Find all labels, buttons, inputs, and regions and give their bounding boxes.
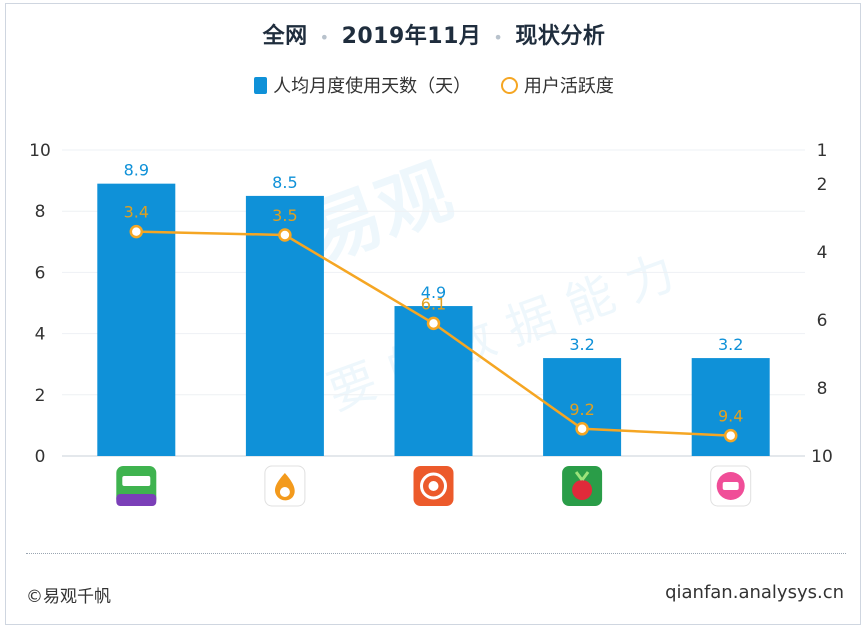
chart-title: 全网 • 2019年11月 • 现状分析: [0, 18, 868, 50]
title-part-1: 全网: [262, 24, 308, 49]
bar: [543, 358, 622, 456]
y-left-tick-label: 10: [29, 141, 51, 161]
y-right-tick-label: 4: [817, 243, 828, 263]
line-value-label: 6.1: [421, 294, 446, 313]
bar-value-label: 4.9: [421, 283, 446, 302]
title-separator-1: •: [319, 28, 330, 47]
icon-glyph: [574, 471, 590, 481]
line-point: [575, 422, 589, 436]
y-right-tick-label: 8: [817, 379, 828, 399]
bar-value-label: 8.9: [124, 161, 149, 180]
icon-glyph: [279, 487, 290, 497]
y-right-tick-label: 10: [811, 447, 833, 467]
icon-glyph: [428, 481, 439, 491]
line-value-label: 9.2: [569, 400, 594, 419]
line-value-label: 3.4: [124, 203, 149, 222]
legend-item-bar[interactable]: 人均月度使用天数（天）: [254, 72, 471, 98]
y-right-tick-label: 6: [817, 311, 828, 331]
line-point: [278, 228, 292, 242]
icon-band: [116, 494, 157, 506]
bar: [97, 183, 176, 456]
icon-glyph: [722, 482, 739, 490]
line-value-label: 9.4: [718, 407, 743, 426]
line-value-label: 3.5: [272, 206, 297, 225]
title-part-3: 现状分析: [515, 24, 606, 49]
line-point: [129, 224, 144, 239]
footer-url[interactable]: qianfan.analysys.cn: [665, 582, 844, 603]
line-point: [723, 428, 738, 443]
legend-bar-label: 人均月度使用天数（天）: [273, 76, 472, 97]
icon-glyph: [420, 472, 447, 500]
title-separator-2: •: [493, 28, 504, 47]
bar: [394, 306, 473, 456]
footer-copyright: ©易观千帆: [26, 587, 111, 607]
y-left-tick-label: 2: [35, 386, 46, 406]
icon-glyph: [274, 473, 295, 501]
line-point: [426, 316, 441, 331]
legend-line-swatch: [500, 76, 518, 94]
icon-glyph: [572, 480, 593, 500]
legend-bar-swatch: [254, 76, 268, 94]
bar-value-label: 8.5: [272, 173, 297, 192]
title-part-2: 2019年11月: [341, 24, 482, 49]
y-right-tick-label: 2: [817, 175, 828, 195]
footer-divider: [26, 553, 846, 554]
bar-value-label: 3.2: [718, 335, 743, 354]
y-left-tick-label: 0: [35, 447, 46, 467]
y-left-tick-label: 4: [35, 325, 46, 345]
y-right-tick-label: 1: [817, 141, 828, 161]
bar-value-label: 3.2: [569, 335, 594, 354]
icon-glyph: [122, 476, 151, 486]
chart-legend: 人均月度使用天数（天） 用户活跃度: [0, 72, 868, 99]
y-left-tick-label: 8: [35, 202, 46, 222]
legend-item-line[interactable]: 用户活跃度: [500, 72, 614, 98]
legend-line-label: 用户活跃度: [523, 76, 614, 97]
y-left-tick-label: 6: [35, 263, 46, 283]
